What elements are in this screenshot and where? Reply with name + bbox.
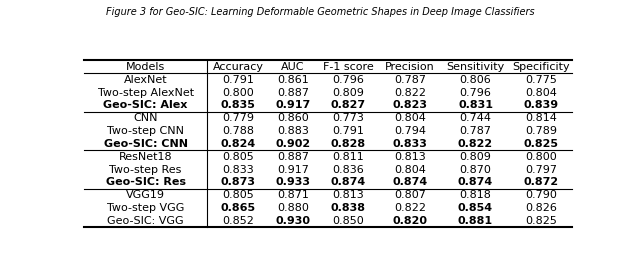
Text: 0.800: 0.800 [222, 87, 254, 98]
Text: 0.804: 0.804 [394, 113, 426, 123]
Text: 0.800: 0.800 [525, 152, 557, 162]
Text: Precision: Precision [385, 62, 435, 72]
Text: 0.852: 0.852 [222, 216, 254, 226]
Text: Two-step Res: Two-step Res [109, 164, 182, 175]
Text: 0.873: 0.873 [221, 177, 256, 187]
Text: 0.811: 0.811 [332, 152, 364, 162]
Text: VGG19: VGG19 [126, 190, 165, 200]
Text: Accuracy: Accuracy [212, 62, 264, 72]
Text: 0.887: 0.887 [277, 152, 309, 162]
Text: 0.813: 0.813 [394, 152, 426, 162]
Text: 0.787: 0.787 [394, 75, 426, 85]
Text: 0.788: 0.788 [222, 126, 254, 136]
Text: 0.860: 0.860 [277, 113, 309, 123]
Text: 0.828: 0.828 [330, 139, 365, 149]
Text: Sensitivity: Sensitivity [447, 62, 505, 72]
Text: 0.804: 0.804 [394, 164, 426, 175]
Text: Two-step CNN: Two-step CNN [107, 126, 184, 136]
Text: 0.874: 0.874 [330, 177, 365, 187]
Text: 0.930: 0.930 [276, 216, 310, 226]
Text: 0.790: 0.790 [525, 190, 557, 200]
Text: Geo-SIC: Alex: Geo-SIC: Alex [104, 100, 188, 110]
Text: Geo-SIC: CNN: Geo-SIC: CNN [104, 139, 188, 149]
Text: 0.822: 0.822 [458, 139, 493, 149]
Text: F-1 score: F-1 score [323, 62, 374, 72]
Text: 0.850: 0.850 [332, 216, 364, 226]
Text: 0.874: 0.874 [392, 177, 428, 187]
Text: 0.880: 0.880 [277, 203, 309, 213]
Text: 0.825: 0.825 [525, 216, 557, 226]
Text: 0.807: 0.807 [394, 190, 426, 200]
Text: 0.797: 0.797 [525, 164, 557, 175]
Text: 0.805: 0.805 [222, 152, 254, 162]
Text: 0.823: 0.823 [392, 100, 428, 110]
Text: 0.917: 0.917 [275, 100, 311, 110]
Text: 0.806: 0.806 [460, 75, 492, 85]
Text: 0.887: 0.887 [277, 87, 309, 98]
Text: 0.874: 0.874 [458, 177, 493, 187]
Text: 0.824: 0.824 [221, 139, 256, 149]
Text: 0.791: 0.791 [332, 126, 364, 136]
Text: 0.833: 0.833 [392, 139, 428, 149]
Text: CNN: CNN [133, 113, 158, 123]
Text: 0.835: 0.835 [221, 100, 255, 110]
Text: 0.839: 0.839 [524, 100, 559, 110]
Text: 0.917: 0.917 [277, 164, 309, 175]
Text: 0.818: 0.818 [460, 190, 492, 200]
Text: 0.838: 0.838 [331, 203, 365, 213]
Text: 0.883: 0.883 [277, 126, 309, 136]
Text: AUC: AUC [282, 62, 305, 72]
Text: 0.789: 0.789 [525, 126, 557, 136]
Text: 0.902: 0.902 [276, 139, 310, 149]
Text: Models: Models [126, 62, 165, 72]
Text: AlexNet: AlexNet [124, 75, 168, 85]
Text: 0.881: 0.881 [458, 216, 493, 226]
Text: 0.809: 0.809 [460, 152, 492, 162]
Text: 0.831: 0.831 [458, 100, 493, 110]
Text: 0.796: 0.796 [332, 75, 364, 85]
Text: 0.933: 0.933 [276, 177, 310, 187]
Text: ResNet18: ResNet18 [119, 152, 172, 162]
Text: 0.822: 0.822 [394, 87, 426, 98]
Text: 0.826: 0.826 [525, 203, 557, 213]
Text: Figure 3 for Geo-SIC: Learning Deformable Geometric Shapes in Deep Image Classif: Figure 3 for Geo-SIC: Learning Deformabl… [106, 7, 534, 16]
Text: 0.794: 0.794 [394, 126, 426, 136]
Text: 0.744: 0.744 [460, 113, 492, 123]
Text: Geo-SIC: Res: Geo-SIC: Res [106, 177, 186, 187]
Text: 0.796: 0.796 [460, 87, 492, 98]
Text: Two-step VGG: Two-step VGG [107, 203, 184, 213]
Text: 0.870: 0.870 [460, 164, 492, 175]
Text: 0.775: 0.775 [525, 75, 557, 85]
Text: 0.814: 0.814 [525, 113, 557, 123]
Text: 0.854: 0.854 [458, 203, 493, 213]
Text: 0.779: 0.779 [222, 113, 254, 123]
Text: 0.872: 0.872 [524, 177, 559, 187]
Text: 0.865: 0.865 [221, 203, 256, 213]
Text: 0.804: 0.804 [525, 87, 557, 98]
Text: 0.836: 0.836 [332, 164, 364, 175]
Text: 0.861: 0.861 [277, 75, 309, 85]
Text: Specificity: Specificity [512, 62, 570, 72]
Text: 0.822: 0.822 [394, 203, 426, 213]
Text: Two-step AlexNet: Two-step AlexNet [97, 87, 194, 98]
Text: 0.871: 0.871 [277, 190, 309, 200]
Text: 0.805: 0.805 [222, 190, 254, 200]
Text: 0.833: 0.833 [222, 164, 254, 175]
Text: Geo-SIC: VGG: Geo-SIC: VGG [108, 216, 184, 226]
Text: 0.820: 0.820 [392, 216, 428, 226]
Text: 0.791: 0.791 [222, 75, 254, 85]
Text: 0.825: 0.825 [524, 139, 559, 149]
Text: 0.813: 0.813 [332, 190, 364, 200]
Text: 0.787: 0.787 [460, 126, 492, 136]
Text: 0.773: 0.773 [332, 113, 364, 123]
Text: 0.809: 0.809 [332, 87, 364, 98]
Text: 0.827: 0.827 [330, 100, 365, 110]
